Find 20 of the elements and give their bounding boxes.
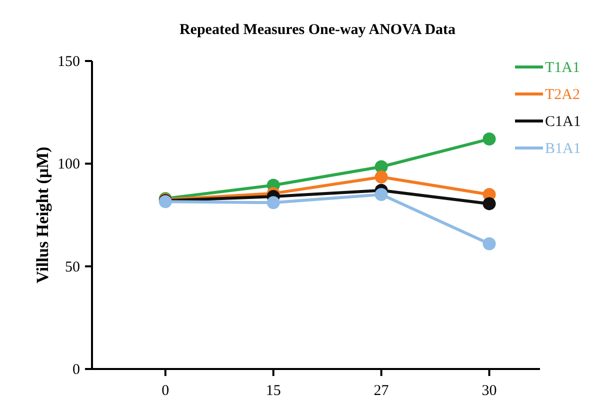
legend-label: T2A2	[545, 87, 580, 103]
x-tick-label: 15	[266, 383, 281, 399]
point	[374, 188, 388, 201]
x-tick-label: 0	[162, 383, 170, 399]
legend-label: T1A1	[545, 60, 580, 76]
x-tick-label: 30	[482, 383, 497, 399]
chart-title: Repeated Measures One-way ANOVA Data	[179, 22, 456, 38]
legend-label: B1A1	[545, 141, 581, 157]
point	[482, 197, 496, 210]
y-axis-title: Villus Height (µM)	[33, 146, 52, 284]
y-tick-label: 50	[65, 259, 80, 276]
point	[374, 170, 388, 184]
y-tick-label: 100	[58, 156, 80, 173]
y-tick-label: 0	[72, 362, 80, 378]
y-tick-label: 150	[58, 54, 80, 70]
point	[482, 132, 496, 146]
point	[266, 196, 280, 210]
point	[482, 237, 496, 250]
x-tick-label: 27	[374, 383, 390, 399]
legend-label: C1A1	[545, 114, 581, 130]
